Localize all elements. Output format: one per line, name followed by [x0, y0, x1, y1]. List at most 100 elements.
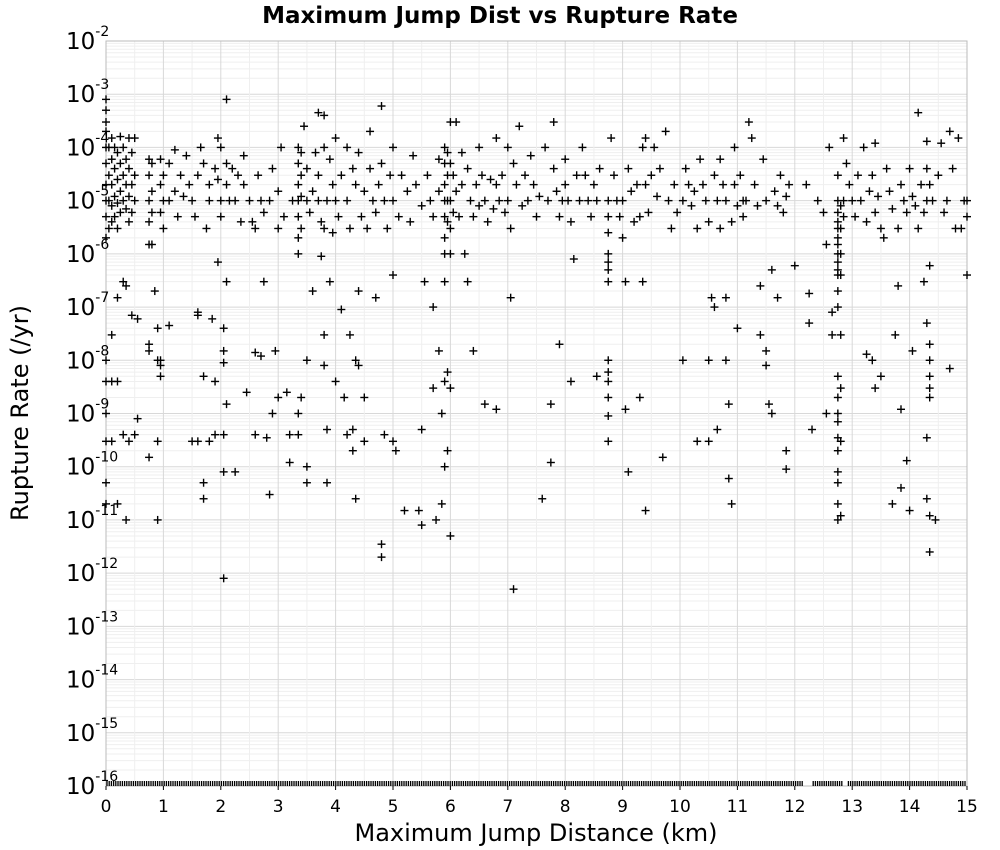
data-point [871, 139, 880, 148]
data-point [331, 377, 340, 386]
data-point [604, 249, 613, 258]
data-point [159, 171, 168, 180]
data-point [145, 155, 154, 164]
data-point [300, 122, 309, 131]
y-tick-label: 10-11 [66, 503, 118, 534]
data-point [202, 224, 211, 233]
y-tick-base: 10 [66, 455, 95, 481]
data-point [808, 425, 817, 434]
y-tick-label: 10-8 [66, 343, 109, 374]
y-tick-labels: 10-210-310-410-510-610-710-810-910-1010-… [66, 24, 118, 800]
data-point [690, 187, 699, 196]
data-point [389, 271, 397, 280]
data-point [908, 346, 917, 355]
data-point [277, 143, 286, 152]
data-point [294, 430, 303, 439]
data-point [354, 148, 363, 157]
data-point [521, 171, 530, 180]
data-point [340, 393, 349, 402]
data-point [767, 409, 776, 418]
data-point [716, 155, 725, 164]
data-point [363, 224, 372, 233]
y-tick-label: 10-2 [66, 24, 109, 55]
data-point [506, 293, 515, 302]
data-point [285, 430, 294, 439]
data-point [156, 208, 165, 217]
data-point [492, 405, 501, 414]
data-point [248, 217, 257, 226]
data-point [552, 187, 561, 196]
data-point [819, 208, 828, 217]
data-point [130, 171, 139, 180]
data-point [917, 180, 926, 189]
data-point [282, 388, 291, 397]
data-point [902, 456, 911, 465]
data-point [331, 134, 340, 143]
data-point [940, 208, 949, 217]
data-point [575, 196, 584, 205]
data-point [294, 196, 303, 205]
data-point [211, 377, 220, 386]
data-point [566, 377, 575, 386]
data-point [486, 175, 495, 184]
y-tick-exponent: -3 [95, 77, 109, 93]
data-point [833, 467, 842, 476]
data-point [561, 180, 570, 189]
data-point [701, 196, 710, 205]
data-point [440, 180, 449, 189]
data-point [894, 281, 903, 290]
y-tick-base: 10 [66, 348, 95, 374]
data-point [670, 180, 679, 189]
data-point [882, 164, 891, 173]
data-point [222, 159, 231, 168]
data-point [919, 208, 928, 217]
data-point [145, 346, 154, 355]
y-tick-base: 10 [66, 29, 95, 55]
x-axis-label: Maximum Jump Distance (km) [355, 819, 718, 847]
data-point [696, 155, 705, 164]
data-point [756, 281, 765, 290]
data-point [145, 217, 154, 226]
data-point [102, 127, 110, 136]
data-point [165, 321, 174, 330]
data-point [925, 261, 934, 270]
data-point [549, 164, 558, 173]
data-point [767, 265, 776, 274]
data-point [782, 192, 791, 201]
data-point [259, 277, 268, 286]
data-point [113, 224, 122, 233]
data-point [747, 134, 756, 143]
data-point [268, 164, 277, 173]
data-point [440, 377, 449, 386]
data-point [345, 330, 354, 339]
data-point [845, 180, 854, 189]
data-point [922, 433, 931, 442]
data-point [750, 180, 759, 189]
data-point [604, 196, 613, 205]
data-point [102, 106, 110, 115]
data-point [417, 201, 426, 210]
data-point [314, 108, 323, 117]
data-point [173, 212, 182, 221]
x-tick-label: 6 [445, 797, 456, 817]
data-point [503, 143, 512, 152]
y-tick-label: 10-7 [66, 290, 109, 321]
data-point [193, 311, 202, 320]
data-point [546, 400, 555, 409]
data-point [391, 446, 400, 455]
data-point [934, 171, 943, 180]
data-point [503, 196, 512, 205]
data-point [581, 171, 590, 180]
data-point [644, 208, 653, 217]
y-tick-exponent: -14 [95, 663, 118, 679]
data-point [386, 171, 395, 180]
data-point [343, 143, 352, 152]
data-point [397, 171, 406, 180]
data-point [828, 308, 837, 317]
data-point [727, 217, 736, 226]
data-point [104, 171, 113, 180]
data-point [102, 95, 110, 104]
data-point [710, 303, 719, 312]
y-tick-label: 10-12 [66, 556, 118, 587]
